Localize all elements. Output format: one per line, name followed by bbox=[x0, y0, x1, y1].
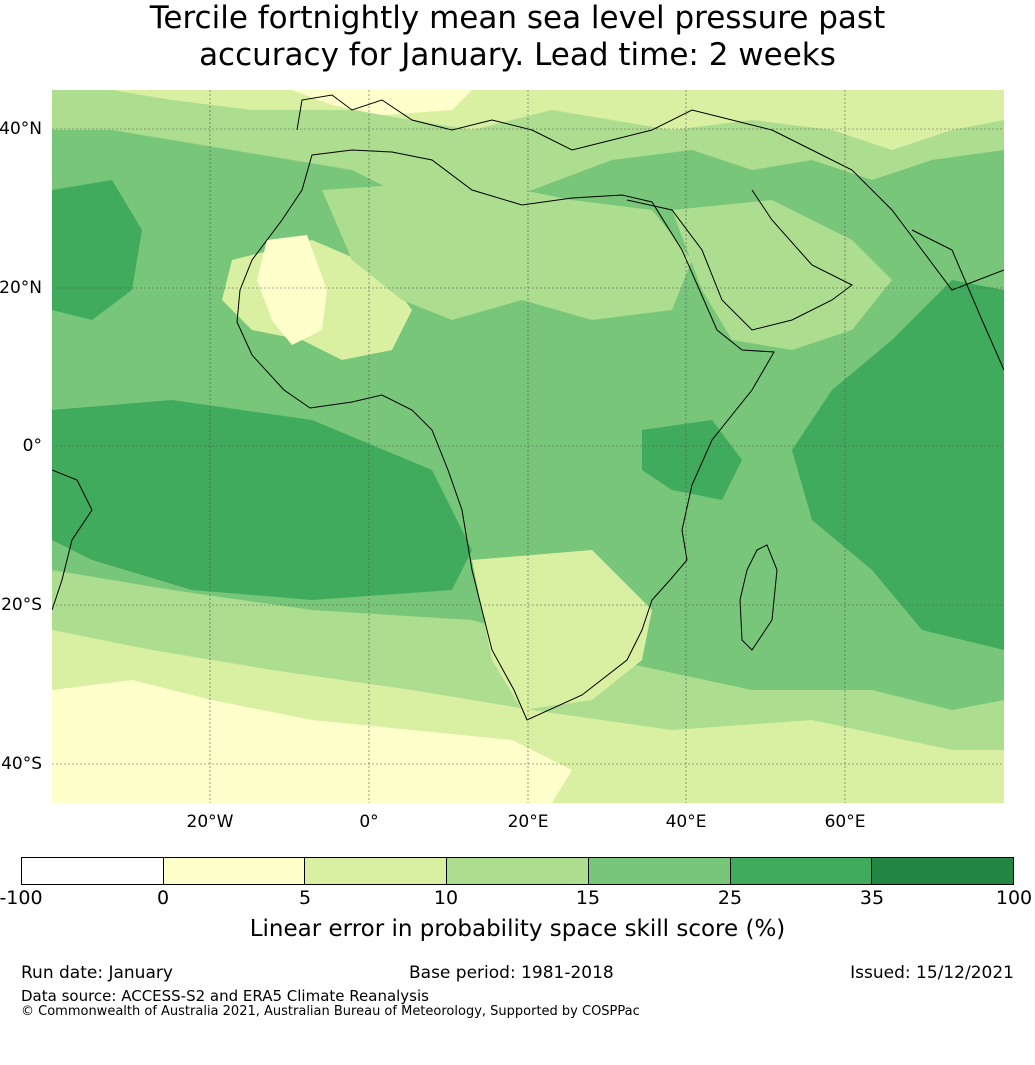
run-date: Run date: January bbox=[21, 963, 173, 983]
lat-label-20n: 20°N bbox=[0, 278, 42, 298]
skill-region-eastafrica-higher bbox=[642, 420, 742, 500]
lon-label-40e: 40°E bbox=[665, 812, 707, 832]
skill-region-south-lowest bbox=[52, 680, 572, 803]
lat-label-0: 0° bbox=[22, 436, 42, 456]
issued-date: Issued: 15/12/2021 bbox=[850, 963, 1014, 983]
skill-region-southafrica-low bbox=[472, 550, 652, 710]
lat-label-20s: 20°S bbox=[1, 595, 42, 615]
colorbar bbox=[21, 857, 1014, 885]
graticule bbox=[52, 90, 1004, 803]
colorbar-segment bbox=[163, 858, 306, 884]
colorbar-segment bbox=[588, 858, 731, 884]
colorbar-segment bbox=[447, 858, 589, 884]
coastlines bbox=[52, 94, 1004, 721]
colorbar-tick: 100 bbox=[995, 887, 1033, 909]
lat-label-40s: 40°S bbox=[1, 754, 42, 774]
colorbar-tick: 10 bbox=[433, 887, 459, 909]
base-period: Base period: 1981-2018 bbox=[409, 963, 614, 983]
colorbar-tick: 25 bbox=[717, 887, 743, 909]
colorbar-tick: 35 bbox=[859, 887, 885, 909]
skill-region-sahara-mid bbox=[322, 180, 692, 320]
skill-region-indian-ocean-higher bbox=[792, 280, 1004, 650]
skill-map bbox=[52, 90, 1004, 803]
lon-label-20e: 20°E bbox=[507, 812, 549, 832]
lat-label-40n: 40°N bbox=[0, 119, 42, 139]
india-coastline bbox=[911, 229, 1004, 371]
title-line-1: Tercile fortnightly mean sea level press… bbox=[149, 0, 886, 36]
lon-label-60e: 60°E bbox=[824, 812, 866, 832]
map-svg bbox=[52, 90, 1004, 803]
colorbar-tick: 5 bbox=[298, 887, 312, 909]
chart-title: Tercile fortnightly mean sea level press… bbox=[0, 0, 1035, 74]
skill-region-arabia-mid bbox=[672, 200, 892, 350]
data-source: Data source: ACCESS-S2 and ERA5 Climate … bbox=[21, 987, 429, 1005]
title-line-2: accuracy for January. Lead time: 2 weeks bbox=[199, 37, 836, 73]
colorbar-label: Linear error in probability space skill … bbox=[249, 916, 786, 942]
skill-region-westocean-higher bbox=[52, 180, 142, 320]
madagascar-coastline bbox=[739, 544, 778, 651]
colorbar-tick: 15 bbox=[575, 887, 601, 909]
south-america-coastline bbox=[52, 469, 93, 611]
skill-region-westafrica-lowest bbox=[257, 235, 327, 345]
colorbar-tick: 0 bbox=[156, 887, 170, 909]
colorbar-tick: -100 bbox=[0, 887, 43, 909]
colorbar-segment bbox=[872, 858, 1014, 884]
colorbar-segment bbox=[22, 858, 164, 884]
colorbar-segment bbox=[730, 858, 873, 884]
colorbar-segment bbox=[305, 858, 448, 884]
skill-region-atlantic-higher bbox=[52, 400, 472, 600]
europe-coastline bbox=[296, 94, 1004, 291]
copyright: © Commonwealth of Australia 2021, Austra… bbox=[21, 1004, 640, 1019]
lon-label-0: 0° bbox=[359, 812, 379, 832]
africa-coastline bbox=[236, 149, 775, 721]
arabia-coastline bbox=[626, 189, 853, 331]
lon-label-20w: 20°W bbox=[186, 812, 234, 832]
skill-region-north-lowest bbox=[292, 90, 472, 115]
